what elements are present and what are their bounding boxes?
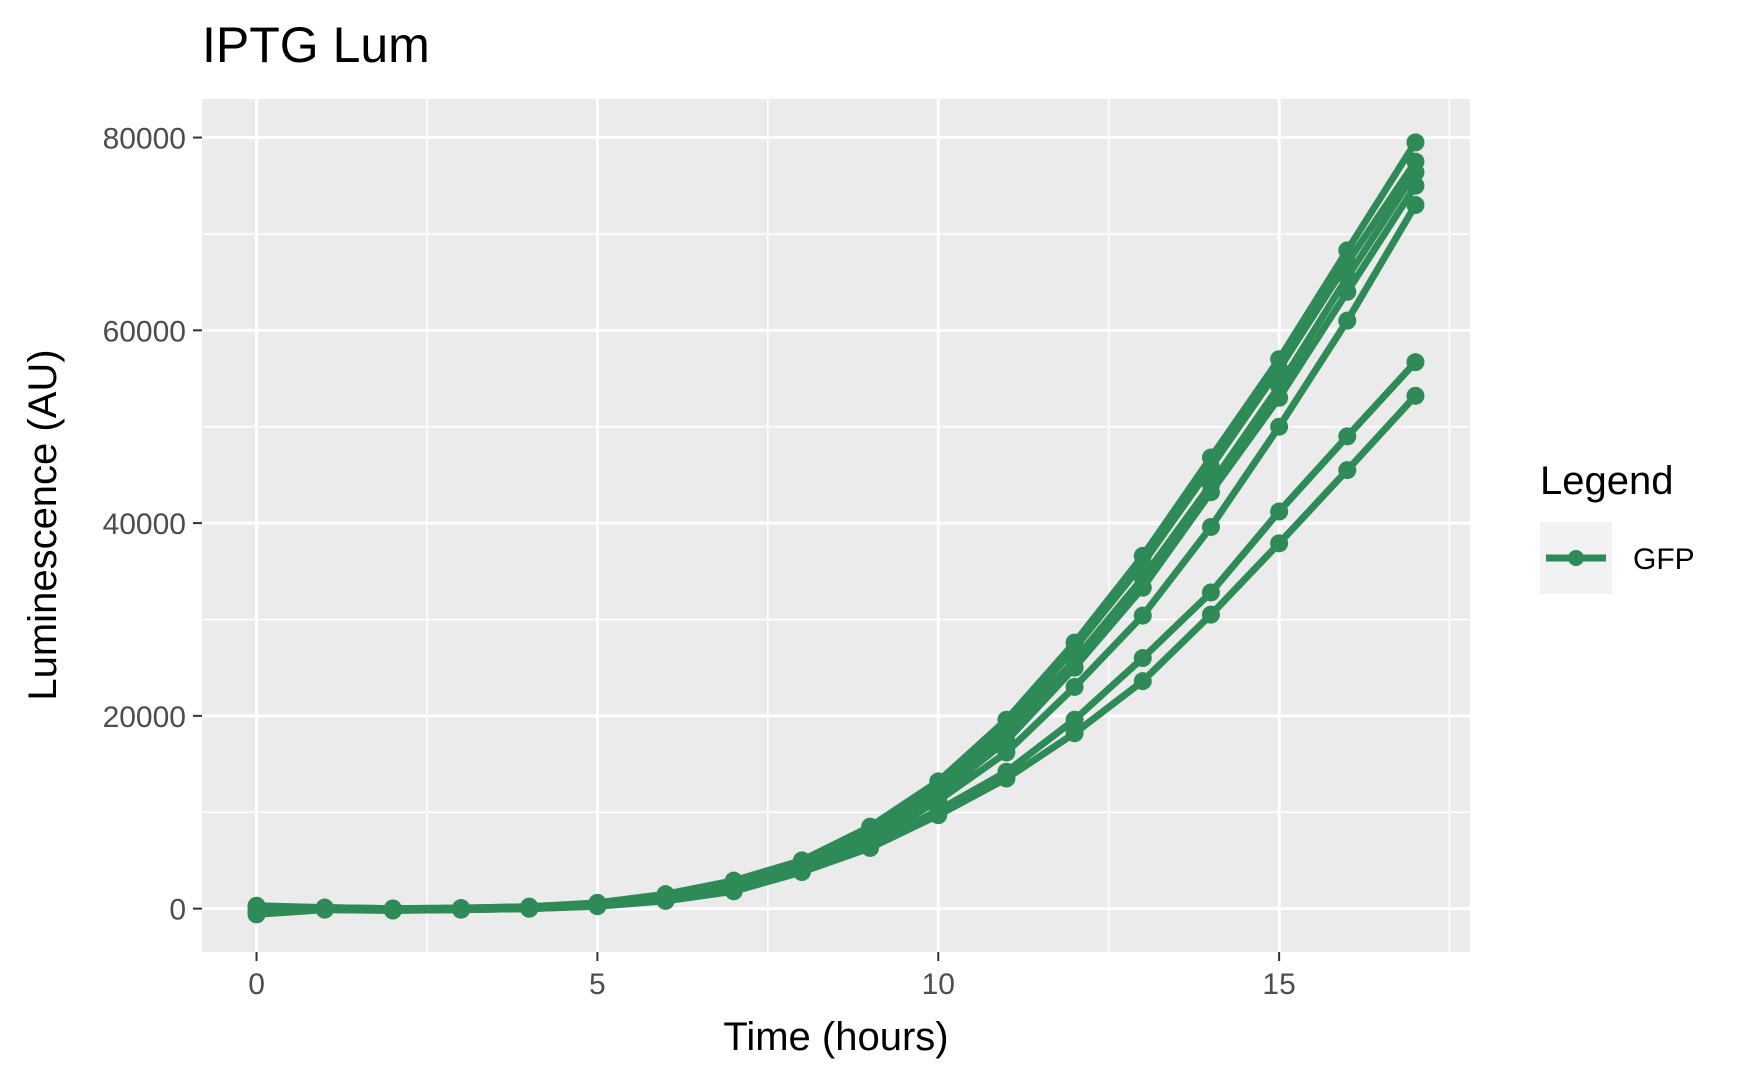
data-point	[1338, 427, 1357, 446]
y-tick-label: 20000	[103, 701, 186, 734]
y-tick-label: 0	[169, 894, 186, 927]
data-point	[1406, 176, 1425, 195]
x-axis-title: Time (hours)	[723, 1015, 948, 1059]
chart-title: IPTG Lum	[202, 17, 430, 73]
data-point	[1065, 677, 1084, 696]
data-point	[997, 769, 1016, 788]
data-point	[588, 897, 607, 916]
data-point	[1406, 163, 1425, 182]
data-point	[1201, 458, 1220, 477]
plot-panel	[202, 99, 1470, 952]
data-point	[520, 899, 539, 918]
y-axis-title: Luminescence (AU)	[21, 349, 65, 700]
data-point	[1133, 606, 1152, 625]
data-point	[1270, 417, 1289, 436]
series-path	[253, 392, 1419, 918]
data-point	[1133, 578, 1152, 597]
data-point	[1133, 649, 1152, 668]
data-point	[656, 891, 675, 910]
x-tick-label: 10	[922, 968, 955, 1001]
data-point	[1406, 133, 1425, 152]
data-point	[1201, 583, 1220, 602]
x-tick-label: 5	[589, 968, 606, 1001]
y-tick-label: 60000	[103, 315, 186, 348]
data-point	[1270, 502, 1289, 521]
data-point	[1065, 724, 1084, 743]
y-tick-label: 40000	[103, 508, 186, 541]
x-tick-label: 0	[248, 968, 265, 1001]
y-axis: 0 20000 40000 60000 80000	[103, 123, 202, 927]
data-point	[1133, 672, 1152, 691]
legend-key-point	[1568, 550, 1584, 566]
data-point	[1201, 605, 1220, 624]
data-point	[1065, 710, 1084, 729]
data-point	[247, 905, 266, 924]
data-point	[1201, 483, 1220, 502]
data-point	[1406, 196, 1425, 215]
data-point	[1270, 388, 1289, 407]
data-point	[1338, 282, 1357, 301]
data-point	[1270, 534, 1289, 553]
data-series	[247, 133, 1425, 924]
data-point	[452, 900, 471, 919]
data-point	[1406, 353, 1425, 372]
legend-label-gfp: GFP	[1633, 543, 1695, 576]
data-point	[792, 863, 811, 882]
data-point	[929, 806, 948, 825]
data-point	[1338, 311, 1357, 330]
data-point	[997, 743, 1016, 762]
data-point	[383, 901, 402, 920]
data-point	[724, 882, 743, 901]
legend: Legend GFP	[1540, 459, 1695, 594]
series-line-7	[247, 386, 1425, 924]
data-point	[1338, 461, 1357, 480]
data-point	[861, 838, 880, 857]
y-tick-label: 80000	[103, 123, 186, 156]
data-point	[1065, 658, 1084, 677]
x-tick-label: 15	[1262, 968, 1295, 1001]
data-point	[315, 900, 334, 919]
legend-title: Legend	[1540, 459, 1673, 503]
x-axis: 0 5 10 15	[248, 952, 1296, 1001]
data-point	[1406, 386, 1425, 405]
data-point	[1201, 517, 1220, 536]
